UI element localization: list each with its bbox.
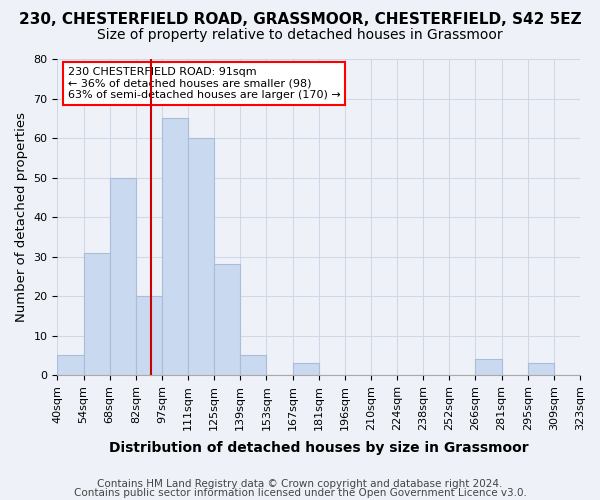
Bar xyxy=(241,356,266,375)
Bar xyxy=(528,363,554,375)
Y-axis label: Number of detached properties: Number of detached properties xyxy=(15,112,28,322)
Text: Size of property relative to detached houses in Grassmoor: Size of property relative to detached ho… xyxy=(97,28,503,42)
Text: 230, CHESTERFIELD ROAD, GRASSMOOR, CHESTERFIELD, S42 5EZ: 230, CHESTERFIELD ROAD, GRASSMOOR, CHEST… xyxy=(19,12,581,28)
Bar xyxy=(475,359,502,375)
Bar xyxy=(58,356,83,375)
Bar xyxy=(83,252,110,375)
Text: Contains HM Land Registry data © Crown copyright and database right 2024.: Contains HM Land Registry data © Crown c… xyxy=(97,479,503,489)
X-axis label: Distribution of detached houses by size in Grassmoor: Distribution of detached houses by size … xyxy=(109,441,529,455)
Text: 230 CHESTERFIELD ROAD: 91sqm
← 36% of detached houses are smaller (98)
63% of se: 230 CHESTERFIELD ROAD: 91sqm ← 36% of de… xyxy=(68,67,341,100)
Bar xyxy=(162,118,188,375)
Bar xyxy=(110,178,136,375)
Bar xyxy=(136,296,162,375)
Text: Contains public sector information licensed under the Open Government Licence v3: Contains public sector information licen… xyxy=(74,488,526,498)
Bar xyxy=(188,138,214,375)
Bar xyxy=(293,363,319,375)
Bar xyxy=(214,264,241,375)
